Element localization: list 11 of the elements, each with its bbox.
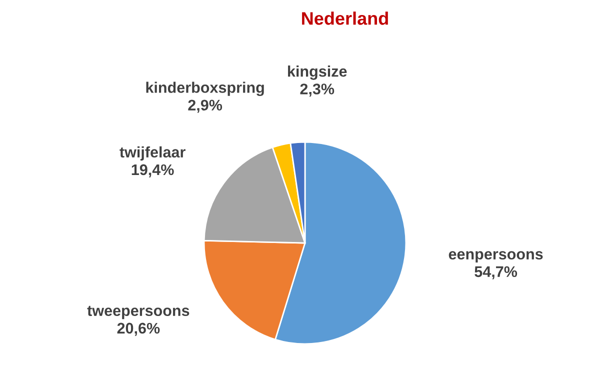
slice-label: kinderboxspring <box>146 82 264 96</box>
slice-label: tweepersoons <box>87 306 190 320</box>
chart-title: Nederland <box>302 12 388 25</box>
data-label: 20,6% <box>117 322 160 336</box>
slice-label: twijfelaar <box>120 146 186 161</box>
data-label: 2,9% <box>188 100 222 113</box>
slice-label: kingsize <box>288 66 347 80</box>
data-label: 2,3% <box>300 84 334 97</box>
data-label: 54,7% <box>474 266 518 280</box>
slice-label: eenpersoons <box>448 251 543 263</box>
data-label: 19,4% <box>132 164 174 178</box>
